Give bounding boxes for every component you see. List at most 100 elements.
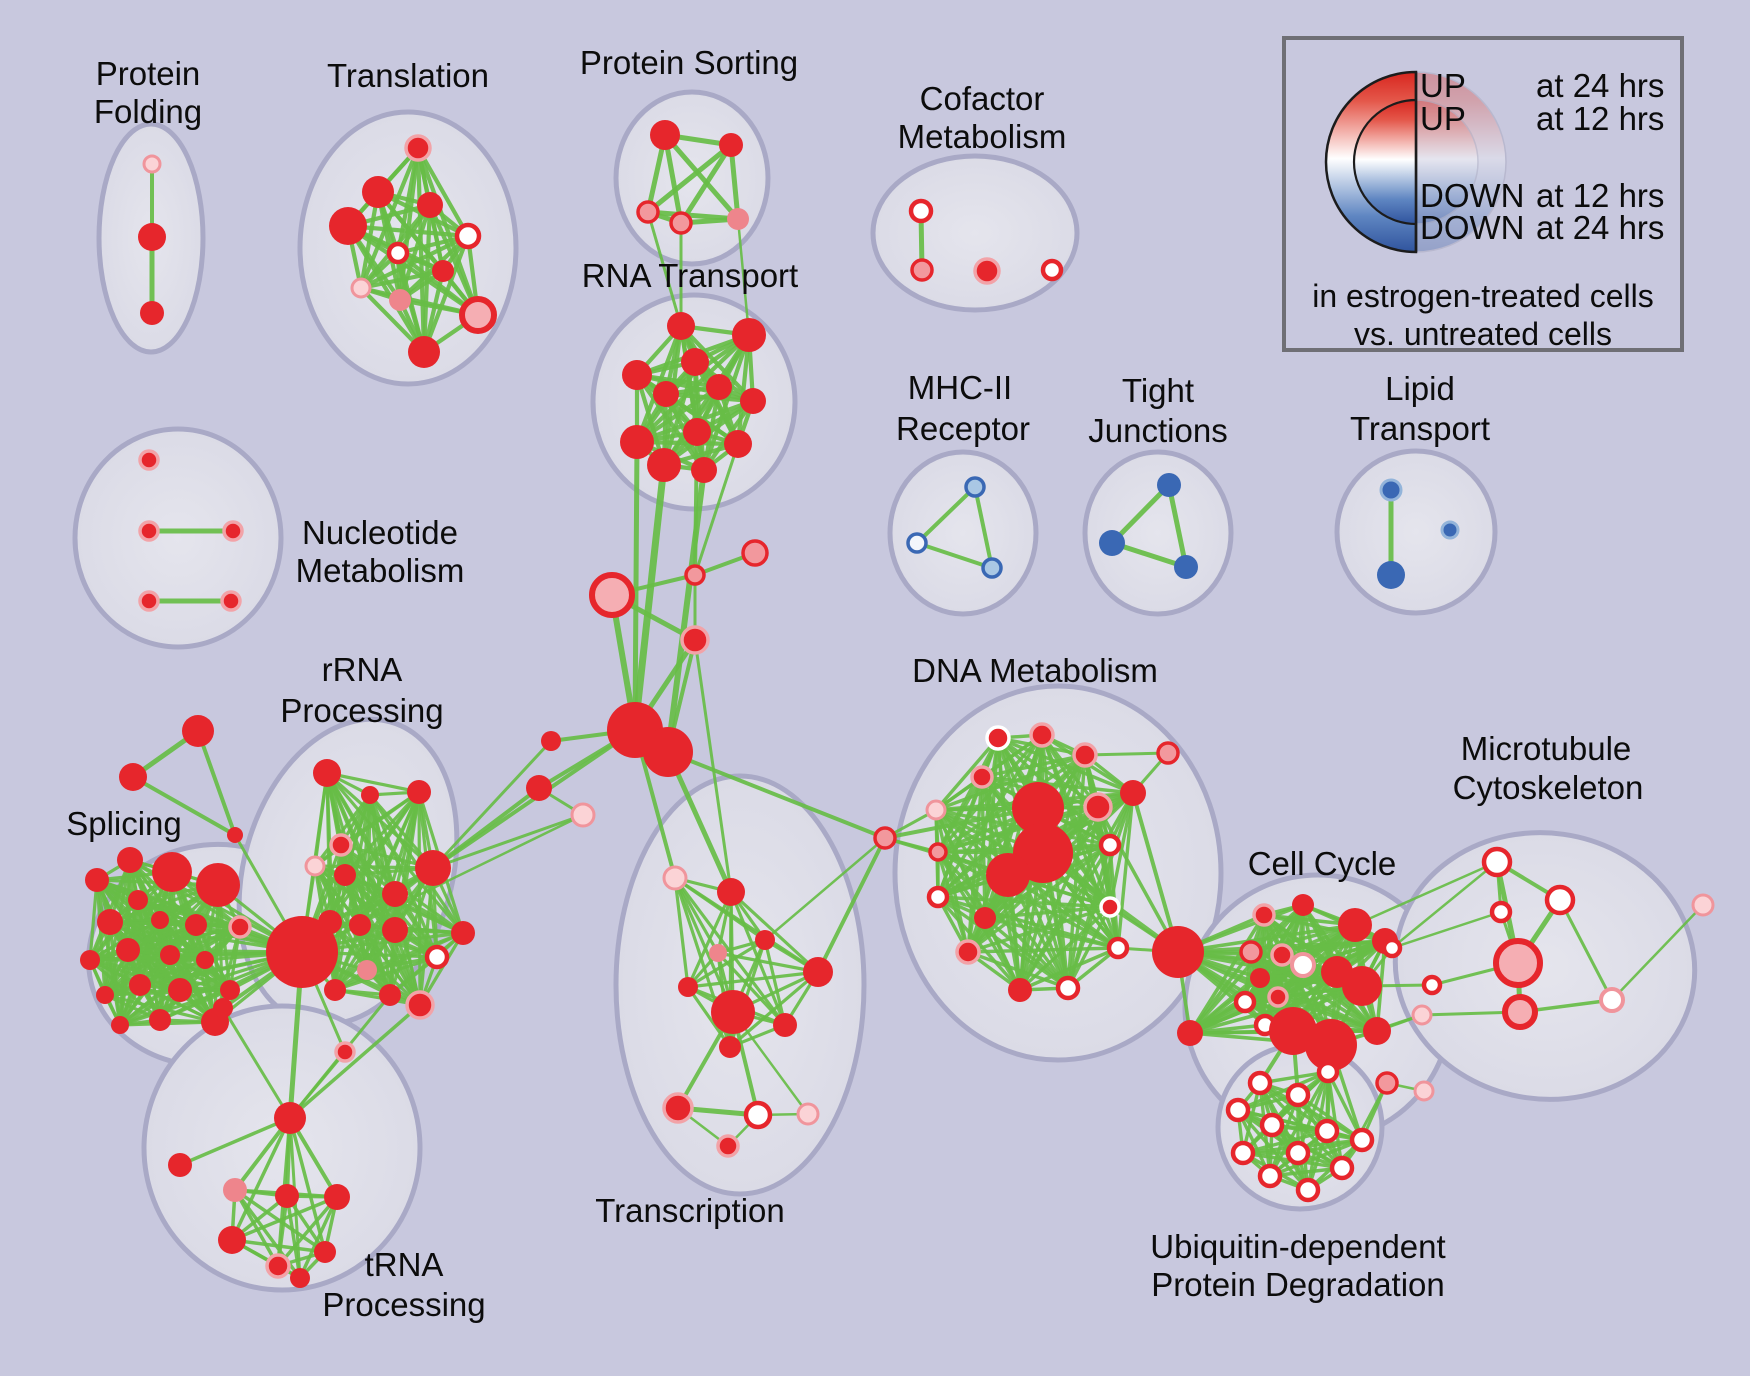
gene-node bbox=[732, 318, 766, 352]
network-edge bbox=[1083, 751, 1170, 757]
gene-node bbox=[451, 921, 475, 945]
gene-node bbox=[1259, 1112, 1285, 1138]
cluster-label-dna-metabolism: DNA Metabolism bbox=[912, 652, 1158, 689]
gene-node bbox=[129, 974, 151, 996]
network-edge bbox=[313, 864, 435, 870]
gene-node bbox=[669, 211, 693, 235]
network-edge bbox=[728, 970, 820, 1049]
gene-node bbox=[724, 430, 752, 458]
legend-time-label: at 12 hrs bbox=[1536, 177, 1665, 214]
network-edge bbox=[393, 892, 422, 1007]
gene-node bbox=[357, 960, 377, 980]
gene-node bbox=[647, 448, 681, 482]
cluster-ellipse-nucleotide-metabolism bbox=[72, 426, 284, 650]
gene-node bbox=[304, 855, 326, 877]
cluster-ellipse-mhc-ii-receptor bbox=[887, 449, 1039, 617]
gene-node bbox=[1083, 792, 1113, 822]
network-edge bbox=[415, 145, 471, 239]
gene-node bbox=[910, 258, 934, 282]
network-edge bbox=[662, 132, 741, 222]
network-edge bbox=[816, 836, 887, 974]
gene-node bbox=[636, 200, 660, 224]
gene-node bbox=[318, 910, 342, 934]
network-edge bbox=[288, 1116, 327, 1254]
cluster-label-lipid-transport: Lipid bbox=[1385, 370, 1455, 407]
gene-node bbox=[329, 833, 353, 857]
gene-node bbox=[424, 944, 450, 970]
cluster-label-splicing: Splicing bbox=[66, 805, 182, 842]
network-edge bbox=[333, 923, 362, 992]
legend-time-label: at 24 hrs bbox=[1536, 209, 1665, 246]
network-edge bbox=[333, 955, 439, 992]
network-edge bbox=[1326, 1070, 1364, 1142]
network-edge bbox=[936, 895, 1112, 909]
network-edge bbox=[1276, 995, 1379, 1033]
gene-node bbox=[138, 590, 160, 612]
cluster-ellipse-transcription bbox=[613, 773, 867, 1197]
gene-node bbox=[727, 208, 749, 230]
gene-node bbox=[111, 1016, 129, 1034]
network-edge bbox=[673, 876, 690, 989]
network-edge bbox=[701, 332, 752, 473]
gene-node bbox=[196, 951, 214, 969]
gene-node bbox=[386, 241, 410, 265]
gene-node bbox=[138, 520, 160, 542]
gene-node bbox=[1493, 938, 1543, 988]
gene-node bbox=[290, 1268, 310, 1288]
gene-node bbox=[719, 133, 743, 157]
cluster-label-microtubule-cytoskeleton: Microtubule bbox=[1461, 730, 1632, 767]
gene-node bbox=[275, 1184, 299, 1208]
gene-node bbox=[1381, 937, 1403, 959]
gene-node bbox=[382, 881, 408, 907]
gene-node bbox=[1012, 782, 1064, 834]
network-edge bbox=[983, 916, 1120, 950]
network-edge bbox=[980, 753, 1087, 779]
cluster-ellipse-trna-processing bbox=[141, 1003, 423, 1293]
cluster-label-mhc-ii-receptor: MHC-II bbox=[908, 369, 1012, 406]
gene-node bbox=[334, 1041, 356, 1063]
gene-node bbox=[182, 715, 214, 747]
gene-node bbox=[116, 938, 140, 962]
legend-row-up-24: UP at 24 hrs bbox=[1286, 67, 1680, 104]
gene-node bbox=[709, 944, 727, 962]
cluster-label-protein-sorting: Protein Sorting bbox=[580, 44, 798, 81]
gene-node bbox=[1292, 894, 1314, 916]
network-edge bbox=[693, 430, 699, 577]
gene-node bbox=[681, 348, 709, 376]
network-edge bbox=[421, 202, 433, 355]
network-edge bbox=[328, 790, 421, 924]
legend-box: UP at 24 hrs UP at 12 hrs DOWN at 12 hrs DO… bbox=[1282, 36, 1684, 352]
network-edge bbox=[735, 332, 752, 447]
gene-node bbox=[432, 260, 454, 282]
cluster-label-microtubule-cytoskeleton: Cytoskeleton bbox=[1453, 769, 1644, 806]
gene-node bbox=[1252, 903, 1276, 927]
gene-node bbox=[955, 939, 981, 965]
gene-node bbox=[1502, 994, 1538, 1030]
network-edge bbox=[966, 905, 1112, 954]
network-edge bbox=[980, 775, 1135, 795]
gene-node bbox=[324, 979, 346, 1001]
gene-node bbox=[1411, 1004, 1433, 1026]
network-edge bbox=[1236, 1070, 1330, 1112]
gene-node bbox=[1290, 952, 1316, 978]
network-edge bbox=[358, 233, 471, 291]
cluster-label-mhc-ii-receptor: Receptor bbox=[896, 410, 1030, 447]
gene-node bbox=[716, 1134, 740, 1158]
network-edge bbox=[333, 931, 465, 992]
gene-node bbox=[362, 176, 394, 208]
gene-node bbox=[662, 865, 688, 891]
network-edge bbox=[983, 905, 1112, 920]
gene-node bbox=[1152, 926, 1204, 978]
gene-node bbox=[755, 930, 775, 950]
network-edge bbox=[1066, 805, 1100, 990]
cluster-label-cofactor-metabolism: Metabolism bbox=[898, 118, 1067, 155]
gene-node bbox=[1156, 741, 1180, 765]
gene-node bbox=[970, 765, 994, 789]
gene-node bbox=[1379, 478, 1403, 502]
gene-node bbox=[1349, 1127, 1375, 1153]
gene-node bbox=[1157, 473, 1181, 497]
gene-node bbox=[1267, 986, 1289, 1008]
legend-caption-line1: in estrogen-treated cells bbox=[1312, 278, 1654, 314]
gene-node bbox=[405, 990, 435, 1020]
network-edge bbox=[427, 202, 481, 318]
